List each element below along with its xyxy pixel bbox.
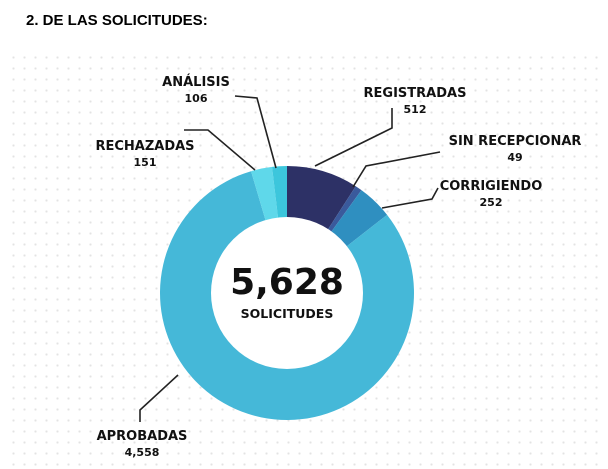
slice-value-label: 49 — [507, 151, 522, 164]
donut-hole — [211, 217, 363, 369]
slice-value-label: 4,558 — [125, 446, 160, 459]
slice-value-label: 106 — [185, 92, 208, 105]
slice-value-label: 252 — [480, 196, 503, 209]
leader-line — [381, 187, 439, 209]
slice-label: SIN RECEPCIONAR — [449, 134, 582, 149]
slice-label: ANÁLISIS — [162, 74, 230, 90]
section-heading: 2. DE LAS SOLICITUDES: — [26, 12, 208, 29]
leader-line — [352, 151, 441, 188]
slice-label: APROBADAS — [97, 429, 188, 444]
leader-line — [139, 374, 179, 422]
slice-label: CORRIGIENDO — [440, 179, 543, 194]
center-label: SOLICITUDES — [241, 306, 334, 321]
leader-line — [184, 129, 256, 171]
center-total: 5,628 — [230, 262, 344, 303]
slice-value-label: 151 — [134, 156, 157, 169]
slice-value-label: 512 — [404, 103, 427, 116]
leader-line — [234, 95, 277, 169]
slice-label: RECHAZADAS — [95, 139, 194, 154]
leader-line — [314, 108, 393, 167]
slice-label: REGISTRADAS — [364, 86, 467, 101]
